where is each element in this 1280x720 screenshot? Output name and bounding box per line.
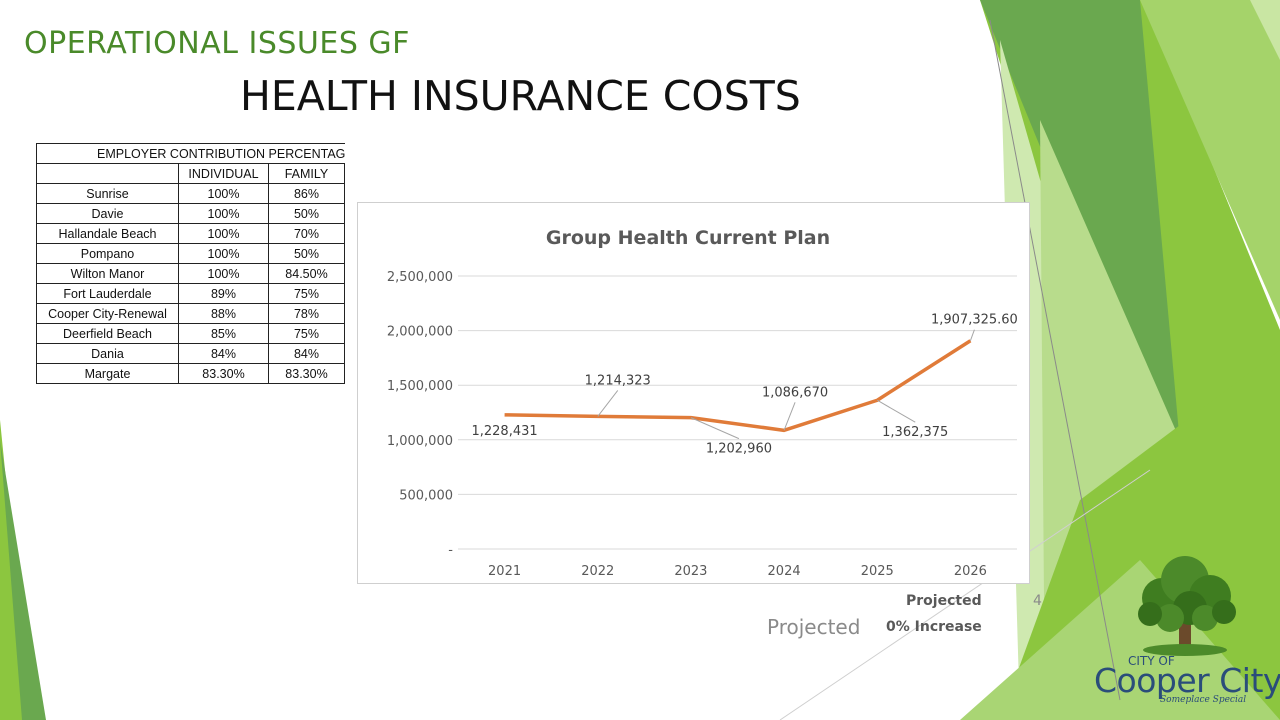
data-label-leader bbox=[690, 417, 740, 440]
table-row: Davie 100% 50% bbox=[36, 203, 345, 224]
employer-name-cell: Davie bbox=[36, 203, 179, 224]
x-tick-label: 2025 bbox=[861, 564, 894, 579]
x-tick-label: 2026 bbox=[954, 564, 987, 579]
chart-title: Group Health Current Plan bbox=[546, 227, 830, 249]
y-tick-label: 2,000,000 bbox=[387, 325, 453, 340]
family-percent-cell: 84% bbox=[268, 343, 345, 364]
individual-percent-cell: 100% bbox=[178, 243, 269, 264]
individual-percent-cell: 100% bbox=[178, 183, 269, 204]
family-percent-cell: 78% bbox=[268, 303, 345, 324]
family-percent-cell: 86% bbox=[268, 183, 345, 204]
column-header-individual: INDIVIDUAL bbox=[178, 163, 269, 184]
table-caption-row: EMPLOYER CONTRIBUTION PERCENTAGES bbox=[36, 143, 345, 164]
family-percent-cell: 50% bbox=[268, 203, 345, 224]
x-tick-label: 2021 bbox=[488, 564, 521, 579]
y-tick-label: 2,500,000 bbox=[387, 270, 453, 285]
individual-percent-cell: 84% bbox=[178, 343, 269, 364]
family-percent-cell: 75% bbox=[268, 283, 345, 304]
x-tick-label: 2024 bbox=[768, 564, 801, 579]
slide-title: HEALTH INSURANCE COSTS bbox=[240, 72, 801, 120]
data-label: 1,362,375 bbox=[882, 425, 948, 440]
data-label: 1,907,325.60 bbox=[931, 313, 1018, 328]
employer-name-cell: Pompano bbox=[36, 243, 179, 264]
employer-name-cell: Hallandale Beach bbox=[36, 223, 179, 244]
chart-container: Group Health Current Plan - 500,000 1,000,… bbox=[357, 202, 1030, 584]
table-row: Sunrise 100% 86% bbox=[36, 183, 345, 204]
table-row: Deerfield Beach 85% 75% bbox=[36, 323, 345, 344]
family-percent-cell: 50% bbox=[268, 243, 345, 264]
y-tick-label: 500,000 bbox=[399, 488, 453, 503]
increase-label: 0% Increase bbox=[886, 619, 982, 635]
logo-name: Cooper City bbox=[1094, 661, 1280, 700]
projected-label-large: Projected bbox=[767, 615, 861, 639]
series-line bbox=[504, 339, 972, 433]
data-label-leader bbox=[783, 402, 796, 431]
data-label: 1,228,431 bbox=[471, 424, 537, 439]
data-label-leader bbox=[969, 329, 975, 341]
tree-icon bbox=[1138, 556, 1236, 656]
employer-name-cell: Sunrise bbox=[36, 183, 179, 204]
accent-line-2 bbox=[779, 469, 1151, 720]
individual-percent-cell: 100% bbox=[178, 263, 269, 284]
table-header-row: INDIVIDUAL FAMILY bbox=[36, 163, 345, 184]
employer-name-cell: Margate bbox=[36, 363, 179, 384]
family-percent-cell: 70% bbox=[268, 223, 345, 244]
green-band-top bbox=[1140, 0, 1280, 320]
green-band-corner bbox=[1250, 0, 1280, 60]
employer-name-cell: Wilton Manor bbox=[36, 263, 179, 284]
green-band-left-dark bbox=[0, 440, 46, 720]
individual-percent-cell: 83.30% bbox=[178, 363, 269, 384]
employer-contribution-table: EMPLOYER CONTRIBUTION PERCENTAGES INDIVI… bbox=[36, 143, 345, 384]
y-tick-label: 1,000,000 bbox=[387, 434, 453, 449]
logo-city-of: CITY OF bbox=[1128, 654, 1175, 668]
individual-percent-cell: 100% bbox=[178, 223, 269, 244]
data-label: 1,086,670 bbox=[762, 385, 828, 400]
individual-percent-cell: 88% bbox=[178, 303, 269, 324]
slide-number: 4 bbox=[1033, 593, 1042, 609]
y-tick-label: - bbox=[448, 543, 453, 558]
y-tick-label: 1,500,000 bbox=[387, 379, 453, 394]
line-chart: Group Health Current Plan - 500,000 1,000,… bbox=[387, 227, 1018, 579]
employer-name-cell: Dania bbox=[36, 343, 179, 364]
employer-name-cell: Deerfield Beach bbox=[36, 323, 179, 344]
table-row: Dania 84% 84% bbox=[36, 343, 345, 364]
employer-name-cell: Fort Lauderdale bbox=[36, 283, 179, 304]
data-label-leader bbox=[597, 390, 619, 417]
x-tick-label: 2022 bbox=[581, 564, 614, 579]
table-row: Fort Lauderdale 89% 75% bbox=[36, 283, 345, 304]
x-tick-label: 2023 bbox=[674, 564, 707, 579]
projected-label-small: Projected bbox=[906, 593, 982, 609]
data-label: 1,202,960 bbox=[706, 442, 772, 457]
logo-tagline: Someplace Special bbox=[1160, 695, 1247, 705]
family-percent-cell: 84.50% bbox=[268, 263, 345, 284]
data-label-leader bbox=[876, 399, 916, 423]
green-band-bottom-light bbox=[960, 560, 1280, 720]
table-row: Pompano 100% 50% bbox=[36, 243, 345, 264]
individual-percent-cell: 85% bbox=[178, 323, 269, 344]
slide-kicker: OPERATIONAL ISSUES GF bbox=[24, 26, 410, 61]
data-label: 1,214,323 bbox=[585, 373, 651, 388]
cooper-city-logo: CITY OF Cooper City Someplace Special bbox=[1090, 550, 1280, 710]
table-body: Sunrise 100% 86% Davie 100% 50% Hallandale Bea… bbox=[36, 183, 345, 384]
table-row: Cooper City-Renewal 88% 78% bbox=[36, 303, 345, 324]
family-percent-cell: 75% bbox=[268, 323, 345, 344]
accent-line bbox=[989, 19, 1121, 701]
individual-percent-cell: 100% bbox=[178, 203, 269, 224]
employer-name-cell: Cooper City-Renewal bbox=[36, 303, 179, 324]
table-row: Margate 83.30% 83.30% bbox=[36, 363, 345, 384]
column-header-family: FAMILY bbox=[268, 163, 345, 184]
individual-percent-cell: 89% bbox=[178, 283, 269, 304]
table-row: Wilton Manor 100% 84.50% bbox=[36, 263, 345, 284]
column-header-employer bbox=[36, 163, 179, 184]
table-row: Hallandale Beach 100% 70% bbox=[36, 223, 345, 244]
table-caption: EMPLOYER CONTRIBUTION PERCENTAGES bbox=[36, 143, 345, 164]
family-percent-cell: 83.30% bbox=[268, 363, 345, 384]
